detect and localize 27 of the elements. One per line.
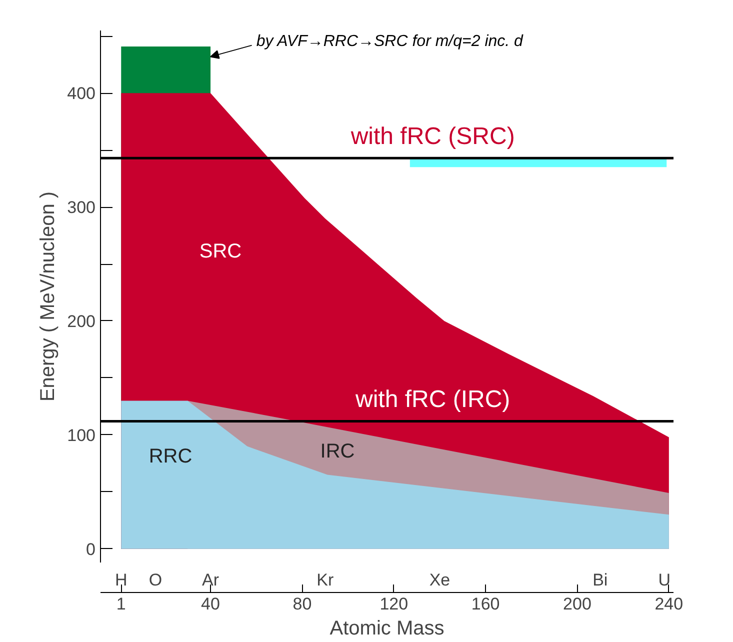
y-tick-label: 300 <box>67 198 96 218</box>
x-tick-label: 40 <box>201 594 220 614</box>
y-tick-label: 200 <box>67 312 96 331</box>
y-tick-label: 400 <box>67 84 96 104</box>
text: Xe <box>429 570 450 590</box>
annotation: RRC <box>148 446 192 468</box>
y-tick-label: 0 <box>86 540 96 559</box>
text: H <box>114 570 128 590</box>
y-axis-title: Energy ( MeV/nucleon ) <box>37 191 60 402</box>
x-tick-label: 1 <box>116 594 126 614</box>
text: O <box>148 570 162 590</box>
annotation: SRC <box>199 240 242 262</box>
x-tick-label: 80 <box>292 594 312 614</box>
x-tick-label: 120 <box>380 594 408 614</box>
x-tick-label: 160 <box>471 594 500 614</box>
text: Ar <box>202 570 220 590</box>
y-tick-label: 100 <box>67 426 96 445</box>
x-tick-label: 240 <box>654 594 684 614</box>
x-tick-label: 200 <box>563 594 592 614</box>
annotation: IRC <box>320 440 355 462</box>
text: Bi <box>592 570 608 590</box>
annotation: by AVF→RRC→SRC for m/q=2 inc. d⃗ <box>256 32 535 50</box>
text: Kr <box>316 570 334 590</box>
text: U <box>658 570 670 590</box>
ref-line-label: with fRC (IRC) <box>354 386 510 414</box>
ref-line-label: with fRC (SRC) <box>350 123 515 150</box>
x-axis-title: Atomic Mass <box>330 618 444 640</box>
